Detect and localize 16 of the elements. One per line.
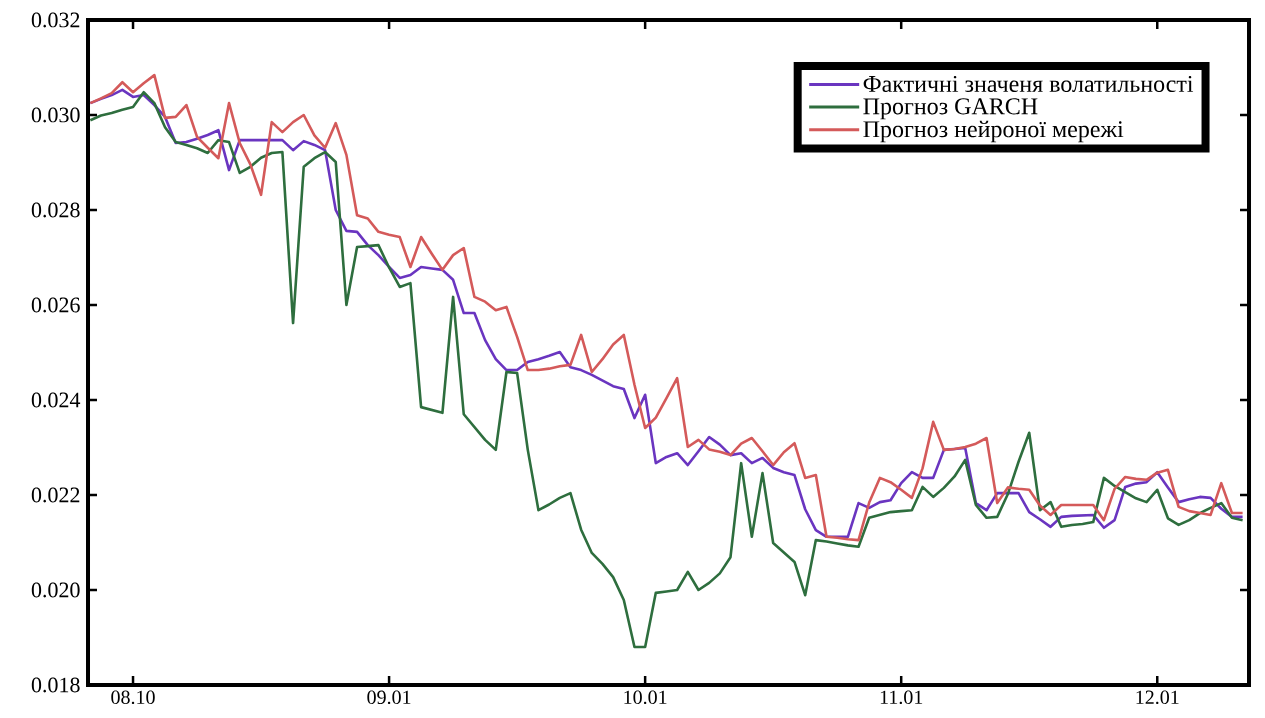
y-tick-label: 0.022	[31, 487, 80, 503]
y-tick-label: 0.020	[31, 582, 80, 598]
legend-label: Фактичні значеня волатильності	[863, 75, 1194, 93]
x-tick-label: 09.01	[367, 690, 411, 705]
x-tick-label: 12.01	[1136, 690, 1179, 705]
y-tick-label: 0.024	[31, 392, 81, 408]
y-tick-label: 0.032	[31, 12, 80, 28]
x-tick-label: 11.01	[880, 690, 923, 705]
y-tick-label: 0.028	[31, 202, 80, 218]
y-tick-label: 0.018	[31, 677, 80, 693]
legend-label: Прогноз GARCH	[863, 98, 1038, 120]
x-tick-label: 10.01	[624, 690, 667, 705]
y-tick-label: 0.030	[31, 107, 80, 123]
y-tick-label: 0.026	[31, 297, 80, 313]
x-tick-label: 08.10	[111, 690, 155, 705]
legend-label: Прогноз нейроної мережі	[863, 120, 1124, 143]
